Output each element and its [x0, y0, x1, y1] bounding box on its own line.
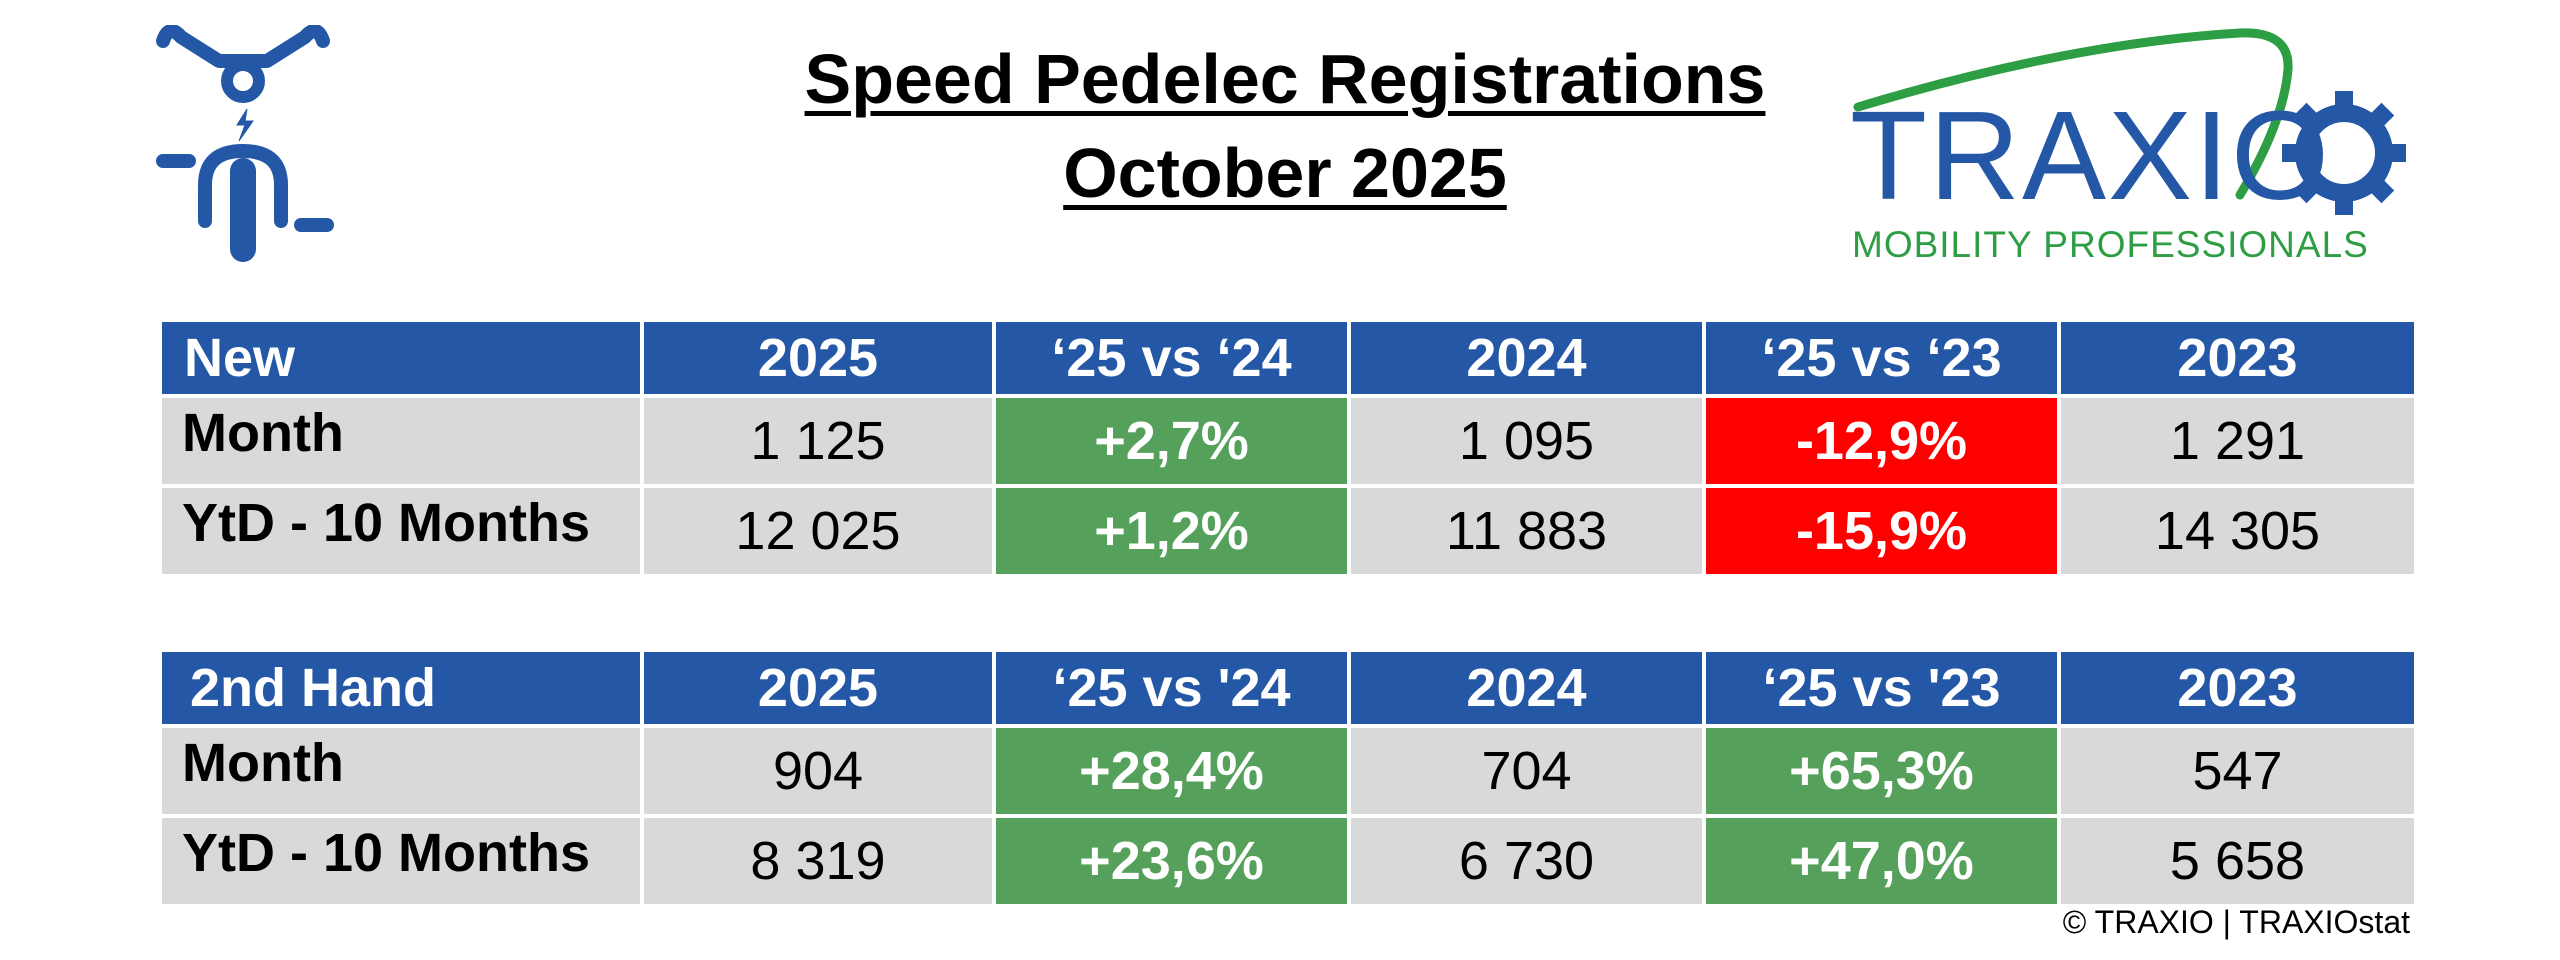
header-cell-2025: 2025 — [640, 318, 996, 398]
second-hand-registrations-table: 2nd Hand 2025 ‘25 vs '24 2024 ‘25 vs '23… — [158, 648, 2418, 908]
change-cell: +28,4% — [992, 724, 1351, 818]
value-cell: 11 883 — [1347, 484, 1706, 578]
table-row: Month 1 125 +2,7% 1 095 -12,9% 1 291 — [158, 394, 2418, 488]
header-cell-2023: 2023 — [2057, 318, 2418, 398]
header-cell-2024: 2024 — [1347, 648, 1706, 728]
value-cell: 547 — [2057, 724, 2418, 818]
header-cell-25-vs-24: ‘25 vs ‘24 — [992, 318, 1351, 398]
value-cell: 5 658 — [2057, 814, 2418, 908]
change-cell: -15,9% — [1702, 484, 2061, 578]
header-cell-25-vs-23: ‘25 vs ‘23 — [1702, 318, 2061, 398]
table-row: YtD - 10 Months 12 025 +1,2% 11 883 -15,… — [158, 484, 2418, 578]
value-cell: 8 319 — [640, 814, 996, 908]
traxio-logo: TRAXIO MOBILITY PROFESSIONALS — [1850, 25, 2410, 270]
row-label: YtD - 10 Months — [158, 814, 644, 908]
header-cell-2023: 2023 — [2057, 648, 2418, 728]
row-label: Month — [158, 724, 644, 818]
header-cell-2024: 2024 — [1347, 318, 1706, 398]
brand-tagline: MOBILITY PROFESSIONALS — [1852, 224, 2369, 265]
table-row: YtD - 10 Months 8 319 +23,6% 6 730 +47,0… — [158, 814, 2418, 908]
change-cell: -12,9% — [1702, 394, 2061, 488]
change-cell: +1,2% — [992, 484, 1351, 578]
brand-name: TRAXIO — [1850, 85, 2331, 226]
header-cell-2025: 2025 — [640, 648, 996, 728]
copyright-notice: © TRAXIO | TRAXIOstat — [2062, 904, 2410, 940]
new-registrations-table: New 2025 ‘25 vs ‘24 2024 ‘25 vs ‘23 2023… — [158, 318, 2418, 578]
change-cell: +2,7% — [992, 394, 1351, 488]
value-cell: 12 025 — [640, 484, 996, 578]
value-cell: 1 291 — [2057, 394, 2418, 488]
header-cell-category: 2nd Hand — [158, 648, 644, 728]
table-row: Month 904 +28,4% 704 +65,3% 547 — [158, 724, 2418, 818]
title-line-1: Speed Pedelec Registrations — [804, 40, 1766, 118]
value-cell: 1 125 — [640, 394, 996, 488]
value-cell: 6 730 — [1347, 814, 1706, 908]
value-cell: 1 095 — [1347, 394, 1706, 488]
speed-pedelec-rider-icon — [155, 24, 355, 265]
header-cell-category: New — [158, 318, 644, 398]
header-cell-25-vs-23: ‘25 vs '23 — [1702, 648, 2061, 728]
change-cell: +47,0% — [1702, 814, 2061, 908]
change-cell: +23,6% — [992, 814, 1351, 908]
page-title: Speed Pedelec Registrations October 2025 — [690, 32, 1880, 220]
table-header-row: New 2025 ‘25 vs ‘24 2024 ‘25 vs ‘23 2023 — [158, 318, 2418, 398]
title-line-2: October 2025 — [1063, 134, 1507, 212]
value-cell: 704 — [1347, 724, 1706, 818]
header-cell-25-vs-24: ‘25 vs '24 — [992, 648, 1351, 728]
row-label: YtD - 10 Months — [158, 484, 644, 578]
row-label: Month — [158, 394, 644, 488]
gear-icon — [2282, 91, 2406, 215]
table-header-row: 2nd Hand 2025 ‘25 vs '24 2024 ‘25 vs '23… — [158, 648, 2418, 728]
value-cell: 14 305 — [2057, 484, 2418, 578]
value-cell: 904 — [640, 724, 996, 818]
change-cell: +65,3% — [1702, 724, 2061, 818]
